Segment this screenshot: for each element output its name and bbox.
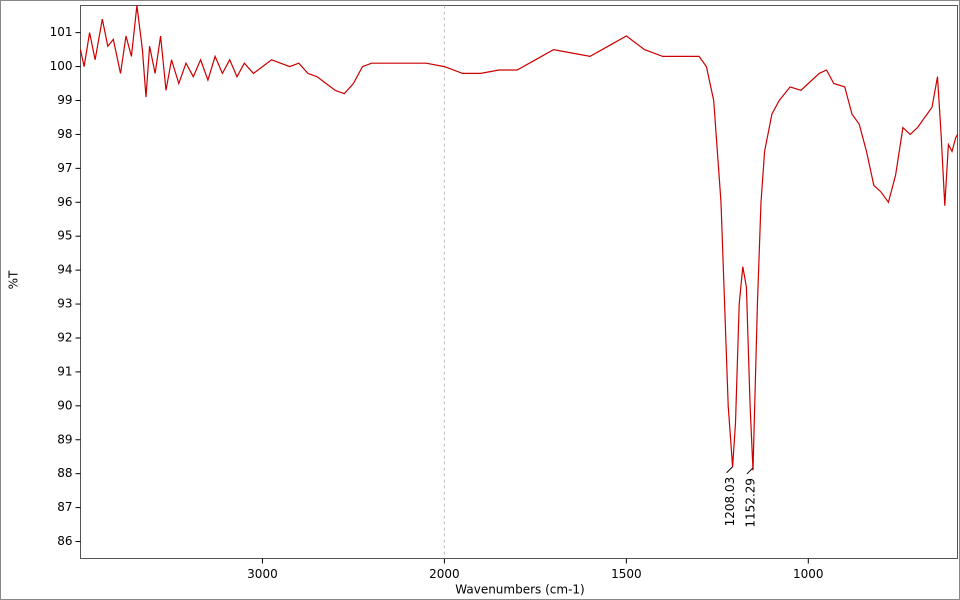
y-tick-label: 87 — [57, 500, 72, 514]
peak-label: 1152.29 — [743, 478, 757, 528]
y-tick-label: 97 — [57, 161, 72, 175]
x-tick-label: 2000 — [429, 567, 460, 581]
y-tick-label: 95 — [57, 229, 72, 243]
y-tick-label: 94 — [57, 263, 72, 277]
y-tick-label: 101 — [50, 25, 73, 39]
y-axis-label: %T — [7, 270, 21, 289]
y-tick-label: 100 — [50, 59, 73, 73]
x-tick-label: 1000 — [793, 567, 824, 581]
y-tick-label: 98 — [57, 127, 72, 141]
y-tick-label: 92 — [57, 330, 72, 344]
y-tick-label: 96 — [57, 195, 72, 209]
peak-leader — [746, 467, 754, 475]
plot-area — [80, 5, 958, 559]
y-tick-label: 91 — [57, 364, 72, 378]
y-tick-label: 89 — [57, 432, 72, 446]
spectrum-line — [79, 5, 959, 471]
y-tick-label: 99 — [57, 93, 72, 107]
y-tick-label: 88 — [57, 466, 72, 480]
peak-label: 1208.03 — [723, 477, 737, 527]
x-tick-label: 3000 — [247, 567, 278, 581]
peak-leader — [726, 466, 733, 474]
y-tick-label: 90 — [57, 398, 72, 412]
y-tick-label: 86 — [57, 534, 72, 548]
y-tick-label: 93 — [57, 297, 72, 311]
x-axis-label: Wavenumbers (cm-1) — [455, 583, 584, 597]
x-tick-label: 1500 — [611, 567, 642, 581]
